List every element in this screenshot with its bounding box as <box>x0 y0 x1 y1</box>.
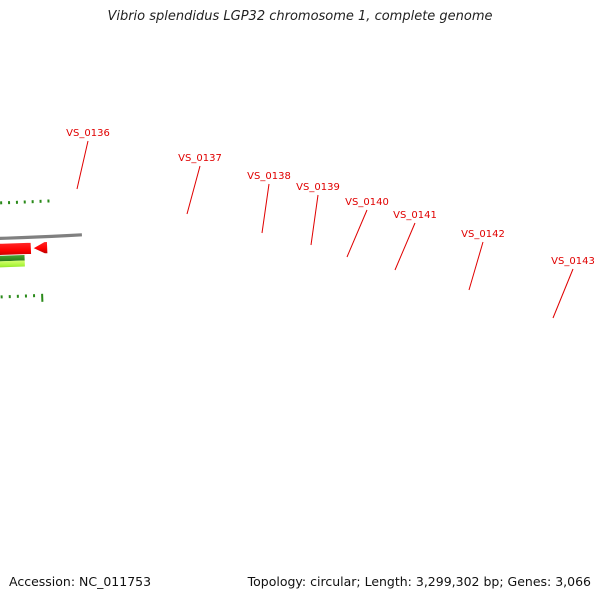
gene-label: VS_0142 <box>461 229 505 240</box>
gene-label-leader <box>346 209 368 258</box>
gene-label-layer: VS_0136 VS_0137 VS_0138 VS_0139 VS_0140 VS_01… <box>66 128 595 319</box>
gene-track-layer <box>0 241 49 256</box>
map-title: Vibrio splendidus LGP32 chromosome 1, co… <box>107 9 493 24</box>
gene-label: VS_0138 <box>247 171 291 182</box>
gene-label-leader <box>76 140 89 190</box>
feature-band <box>0 260 25 268</box>
gene-label-leader <box>468 241 484 291</box>
accession-text: Accession: NC_011753 <box>9 574 152 589</box>
genome-summary-text: Topology: circular; Length: 3,299,302 bp… <box>247 574 591 589</box>
gene-label: VS_0141 <box>393 210 437 221</box>
gene-label-leader <box>186 165 201 215</box>
gene-label: VS_0137 <box>178 153 222 164</box>
gene-label-leader <box>261 183 270 234</box>
gene-label-leader <box>310 194 319 246</box>
gene-label-leader <box>394 222 416 271</box>
gene-label: VS_0136 <box>66 128 110 139</box>
gene-label: VS_0139 <box>296 182 340 193</box>
gene-label: VS_0143 <box>551 256 595 267</box>
gene-label-leader <box>552 268 574 319</box>
gene-arrow <box>32 241 49 255</box>
gene-arrow <box>0 241 32 256</box>
tick-layer: 132 kbp133 kbp134 kbp135 kbp136 kbp137 k… <box>0 199 50 302</box>
gene-label: VS_0140 <box>345 197 389 208</box>
